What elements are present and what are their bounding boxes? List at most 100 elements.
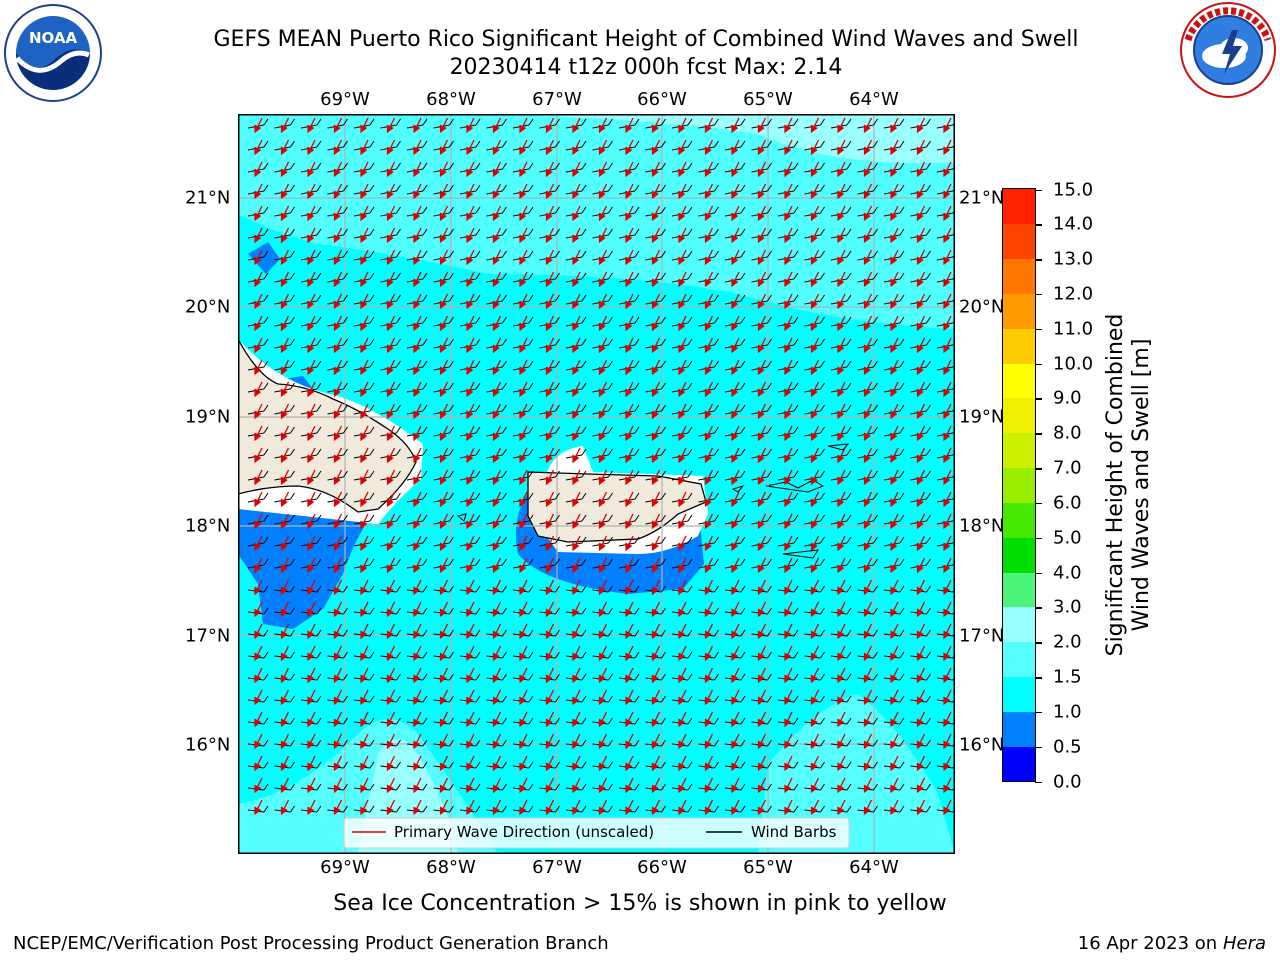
wave-direction-arrow: [360, 117, 369, 134]
wave-direction-arrow: [280, 139, 290, 156]
legend-barb-label: Wind Barbs: [751, 823, 837, 841]
wave-direction-arrow: [863, 315, 873, 332]
wave-direction-arrow: [307, 139, 316, 156]
wave-direction-arrow: [466, 579, 475, 596]
wave-direction-arrow: [254, 205, 263, 222]
wave-direction-arrow: [386, 293, 396, 310]
wave-direction-arrow: [386, 139, 396, 156]
plot-title-line1: GEFS MEAN Puerto Rico Significant Height…: [213, 27, 1079, 52]
wave-direction-arrow: [439, 579, 449, 596]
wave-direction-arrow: [731, 227, 740, 244]
wave-direction-arrow: [466, 293, 475, 310]
wave-direction-arrow: [837, 513, 846, 530]
wave-direction-arrow: [757, 205, 767, 222]
wave-direction-arrow: [731, 139, 740, 156]
wave-direction-arrow: [360, 381, 369, 398]
wave-direction-arrow: [333, 601, 343, 618]
wave-direction-arrow: [519, 381, 528, 398]
wave-direction-arrow: [386, 557, 396, 574]
wave-direction-arrow: [757, 359, 767, 376]
wave-direction-arrow: [704, 271, 714, 288]
wave-direction-arrow: [492, 183, 502, 200]
wave-direction-arrow: [360, 557, 369, 574]
wave-direction-arrow: [466, 117, 475, 134]
wave-direction-arrow: [890, 579, 899, 596]
wave-direction-arrow: [625, 535, 634, 552]
colorbar-tick-mark: [1035, 293, 1042, 296]
wave-direction-arrow: [333, 447, 343, 464]
wave-direction-arrow: [280, 205, 290, 222]
wave-direction-arrow: [704, 293, 714, 310]
colorbar-label-line1: Significant Height of Combined: [1103, 313, 1128, 657]
wave-direction-arrow: [280, 227, 290, 244]
wave-direction-arrow: [678, 117, 687, 134]
noaa-logo-text: NOAA: [29, 29, 78, 47]
wave-direction-arrow: [386, 315, 396, 332]
wave-direction-arrow: [810, 315, 820, 332]
wave-direction-arrow: [731, 579, 740, 596]
wave-direction-arrow: [360, 469, 369, 486]
wave-direction-arrow: [863, 139, 873, 156]
colorbar-segment: [1003, 328, 1035, 364]
colorbar-tick-label: 4.0: [1053, 562, 1082, 584]
island-mona: [456, 513, 467, 522]
wave-direction-arrow: [784, 557, 793, 574]
wave-direction-arrow: [916, 557, 926, 574]
colorbar-segment: [1003, 397, 1035, 434]
wave-direction-arrow: [731, 183, 740, 200]
wave-direction-arrow: [492, 161, 502, 178]
wave-direction-arrow: [837, 117, 846, 134]
wave-direction-arrow: [757, 293, 767, 310]
wave-direction-arrow: [280, 579, 290, 596]
colorbar-segment: [1003, 746, 1035, 782]
wave-direction-arrow: [651, 403, 661, 420]
wave-direction-arrow: [545, 139, 555, 156]
wave-direction-arrow: [254, 381, 263, 398]
wave-direction-arrow: [943, 579, 952, 596]
wave-direction-arrow: [333, 469, 343, 486]
wave-direction-arrow: [519, 425, 528, 442]
lon-label-top: 67°W: [532, 89, 582, 110]
wave-direction-arrow: [386, 161, 396, 178]
wave-direction-arrow: [413, 117, 422, 134]
wave-direction-arrow: [598, 117, 608, 134]
wave-direction-arrow: [519, 249, 528, 266]
wave-direction-arrow: [837, 425, 846, 442]
wave-direction-arrow: [784, 271, 793, 288]
wave-direction-arrow: [863, 535, 873, 552]
wave-direction-arrow: [466, 139, 475, 156]
wave-direction-arrow: [651, 293, 661, 310]
wave-direction-arrow: [572, 117, 581, 134]
wave-direction-arrow: [333, 117, 343, 134]
wave-direction-arrow: [280, 293, 290, 310]
wave-direction-arrow: [254, 161, 263, 178]
wave-direction-arrow: [863, 403, 873, 420]
wave-direction-arrow: [678, 381, 687, 398]
wave-direction-arrow: [704, 139, 714, 156]
wave-direction-arrow: [572, 513, 581, 530]
wave-direction-arrow: [757, 249, 767, 266]
wave-direction-arrow: [625, 469, 634, 486]
wave-direction-arrow: [784, 139, 793, 156]
wave-direction-arrow: [731, 403, 740, 420]
wave-direction-arrow: [413, 469, 422, 486]
wave-direction-arrow: [254, 513, 263, 530]
wave-direction-arrow: [492, 293, 502, 310]
wave-direction-arrow: [545, 381, 555, 398]
wave-direction-arrow: [307, 425, 316, 442]
wave-direction-arrow: [307, 249, 316, 266]
colorbar-segment: [1003, 293, 1035, 329]
colorbar-segment: [1003, 502, 1035, 538]
lat-label-right: 20°N: [959, 296, 1005, 318]
wave-direction-arrow: [704, 447, 714, 464]
wave-direction-arrow: [492, 271, 502, 288]
wave-direction-arrow: [678, 183, 687, 200]
wave-direction-arrow: [863, 425, 873, 442]
wave-direction-arrow: [307, 161, 316, 178]
wave-direction-arrow: [386, 249, 396, 266]
wave-direction-arrow: [890, 139, 899, 156]
wave-direction-arrow: [731, 491, 740, 508]
wave-direction-arrow: [492, 117, 502, 134]
colorbar-segment: [1003, 711, 1035, 747]
wave-direction-arrow: [439, 117, 449, 134]
